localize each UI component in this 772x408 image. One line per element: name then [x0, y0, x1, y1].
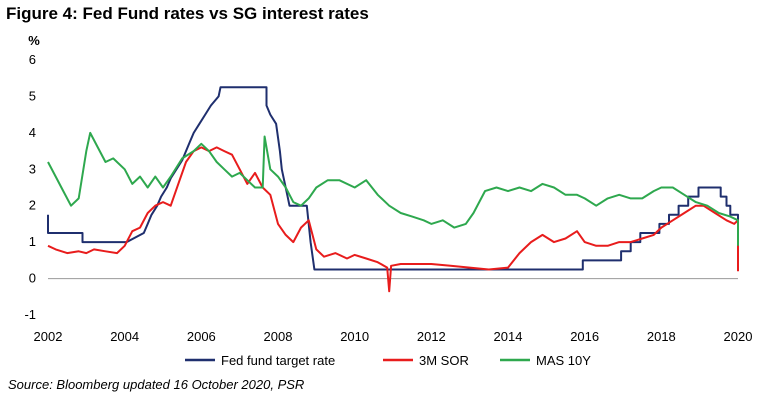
- series-lines: [47, 86, 739, 293]
- x-tick-label: 2006: [187, 329, 216, 344]
- y-axis-unit: %: [28, 33, 40, 48]
- series-line-1: [47, 86, 739, 271]
- series-line-3: [47, 131, 739, 246]
- y-tick-label: 6: [29, 52, 36, 67]
- y-tick-label: -1: [24, 307, 36, 322]
- chart-title: Figure 4: Fed Fund rates vs SG interest …: [6, 4, 369, 23]
- x-axis: 2002 2004 2006 2008 2010 2012 2014 2016 2018 2020: [34, 329, 753, 344]
- source-note: Source: Bloomberg updated 16 October 202…: [8, 377, 305, 392]
- x-tick-label: 2016: [570, 329, 599, 344]
- x-tick-label: 2008: [264, 329, 293, 344]
- y-tick-label: 5: [29, 88, 36, 103]
- x-tick-label: 2018: [647, 329, 676, 344]
- legend-label: 3M SOR: [419, 353, 469, 368]
- legend: Fed fund target rate 3M SOR MAS 10Y: [185, 353, 591, 368]
- y-tick-label: 4: [29, 125, 36, 140]
- legend-label: Fed fund target rate: [221, 353, 335, 368]
- y-tick-label: 3: [29, 161, 36, 176]
- y-tick-label: 2: [29, 198, 36, 213]
- series-line-2: [47, 146, 739, 293]
- x-tick-label: 2002: [34, 329, 63, 344]
- x-tick-label: 2020: [724, 329, 753, 344]
- x-tick-label: 2010: [340, 329, 369, 344]
- x-tick-label: 2014: [494, 329, 523, 344]
- x-tick-label: 2004: [110, 329, 139, 344]
- y-axis: -1 0 1 2 3 4 5 6: [24, 52, 36, 322]
- y-tick-label: 0: [29, 271, 36, 286]
- y-tick-label: 1: [29, 234, 36, 249]
- x-tick-label: 2012: [417, 329, 446, 344]
- legend-label: MAS 10Y: [536, 353, 591, 368]
